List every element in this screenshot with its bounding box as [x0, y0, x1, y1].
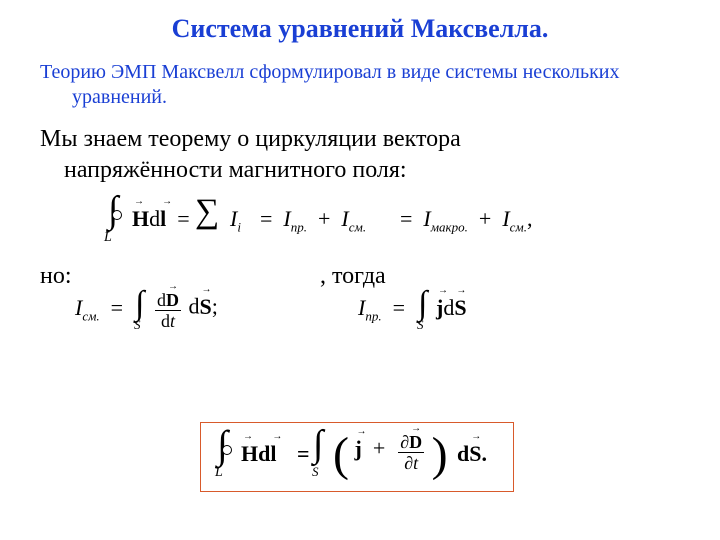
sub-makro: макро. — [431, 220, 468, 235]
lhs-Ism: Iсм. = — [75, 295, 123, 324]
sym-period: . — [482, 441, 488, 466]
sym-I: I — [283, 206, 290, 231]
integrand-Hdl: →Hd→l = — [132, 206, 190, 232]
sym-d: d — [161, 311, 170, 331]
sym-partial: ∂ — [400, 432, 409, 452]
sym-l: l — [270, 441, 276, 466]
label-togda: , тогда — [320, 263, 386, 290]
integral-symbol: ∫ — [313, 422, 323, 466]
sym-plus: + — [318, 206, 330, 231]
sym-d: d — [443, 295, 454, 320]
summation-icon: ∑ — [195, 193, 219, 231]
integrand-dDdt: d→D dt d→S; — [153, 289, 218, 328]
rhs-dS: d→S. — [457, 441, 487, 467]
sym-plus: + — [479, 206, 491, 231]
sym-j: j — [436, 295, 443, 320]
label-no: но: — [40, 263, 72, 290]
expansion-1: = Iпр. + Iсм. — [260, 206, 366, 235]
sym-j: j — [354, 436, 361, 461]
sym-d: d — [189, 294, 200, 319]
integral-loop-icon — [112, 210, 122, 220]
sym-I: I — [423, 206, 430, 231]
sym-eq: = — [400, 206, 412, 231]
intro-text: Теорию ЭМП Максвелл сформулировал в виде… — [40, 60, 680, 110]
circulation-equation: ∫ L →Hd→l = ∑ Ii = Iпр. + Iсм. = Iмакро.… — [100, 196, 680, 251]
vector-arrow-icon: → — [168, 282, 177, 292]
vector-arrow-icon: → — [134, 197, 143, 207]
sym-D: D — [166, 290, 179, 310]
intro-line2: уравнений. — [40, 85, 680, 110]
integral-loop-icon — [222, 445, 232, 455]
lhs-Ipr: Iпр. = — [358, 295, 405, 324]
sym-eq: = — [260, 206, 272, 231]
sub-i: i — [237, 220, 241, 235]
lhs-Hdl: →Hd→l — [241, 441, 277, 467]
sym-l: l — [160, 206, 166, 231]
integral-bound-L: L — [104, 230, 112, 246]
sym-t: t — [413, 453, 418, 473]
sub-pr: пр. — [365, 309, 381, 324]
sym-eq: = — [297, 441, 310, 467]
theorem-text: Мы знаем теорему о циркуляции вектора на… — [40, 124, 680, 186]
vector-arrow-icon: → — [162, 197, 171, 207]
sym-t: t — [170, 311, 175, 331]
vector-arrow-icon: → — [202, 285, 211, 295]
left-paren-icon: ( — [333, 427, 349, 482]
integral-bound-L: L — [215, 465, 223, 481]
slide: Система уравнений Максвелла. Теорию ЭМП … — [0, 0, 720, 540]
vector-arrow-icon: → — [471, 432, 480, 442]
body-line1: Мы знаем теорему о циркуляции вектора — [40, 126, 461, 152]
vector-arrow-icon: → — [411, 424, 420, 434]
sub-sm: см. — [510, 220, 527, 235]
fraction-dDdt: ∂→D ∂t — [398, 433, 424, 472]
integral-bound-S: S — [134, 317, 141, 333]
right-paren-icon: ) — [432, 427, 448, 482]
sym-plus: + — [373, 436, 385, 461]
integral-bound-S: S — [312, 464, 319, 480]
sym-comma: , — [527, 206, 533, 231]
definitions-row: но: , тогда Iсм. = ∫ S d→D dt d→S; Iпр. — [40, 257, 680, 347]
fraction-dDdt: d→D dt — [155, 291, 181, 330]
intro-line1: Теорию ЭМП Максвелл сформулировал в виде… — [40, 61, 620, 83]
expansion-2: = Iмакро. + Iсм., — [400, 206, 532, 235]
sym-semicolon: ; — [212, 294, 218, 319]
vector-arrow-icon: → — [272, 432, 281, 442]
sym-d: d — [457, 441, 469, 466]
sum-term: Ii — [230, 206, 241, 235]
body-line2: напряжённости магнитного поля: — [40, 155, 680, 186]
parenthesized-term: ( →j + ∂→D ∂t ) — [333, 425, 448, 480]
sym-eq: = — [393, 295, 405, 320]
maxwell-ampere-equation-box: ∫ L →Hd→l = ∫ S ( →j + ∂→D — [200, 422, 514, 492]
vector-arrow-icon: → — [243, 432, 252, 442]
sub-sm: см. — [349, 220, 366, 235]
sym-d: d — [149, 206, 160, 231]
integral-bound-S: S — [417, 317, 424, 333]
sym-D: D — [409, 432, 422, 452]
sym-eq: = — [111, 295, 123, 320]
vector-arrow-icon: → — [456, 286, 465, 296]
sym-S: S — [200, 294, 212, 319]
sub-sm: см. — [82, 309, 99, 324]
sym-S: S — [454, 295, 466, 320]
slide-title: Система уравнений Максвелла. — [40, 14, 680, 44]
sym-I: I — [502, 206, 509, 231]
sym-H: H — [241, 441, 258, 466]
sym-I: I — [341, 206, 348, 231]
sub-pr: пр. — [291, 220, 307, 235]
sym-S: S — [469, 441, 481, 466]
vector-arrow-icon: → — [356, 427, 365, 437]
sym-d: d — [258, 441, 270, 466]
vector-arrow-icon: → — [438, 286, 447, 296]
integrand-jdS: →jd→S — [436, 295, 467, 321]
sym-d: d — [157, 290, 166, 310]
sym-H: H — [132, 206, 149, 231]
sym-eq: = — [177, 206, 189, 231]
sym-partial: ∂ — [404, 453, 413, 473]
